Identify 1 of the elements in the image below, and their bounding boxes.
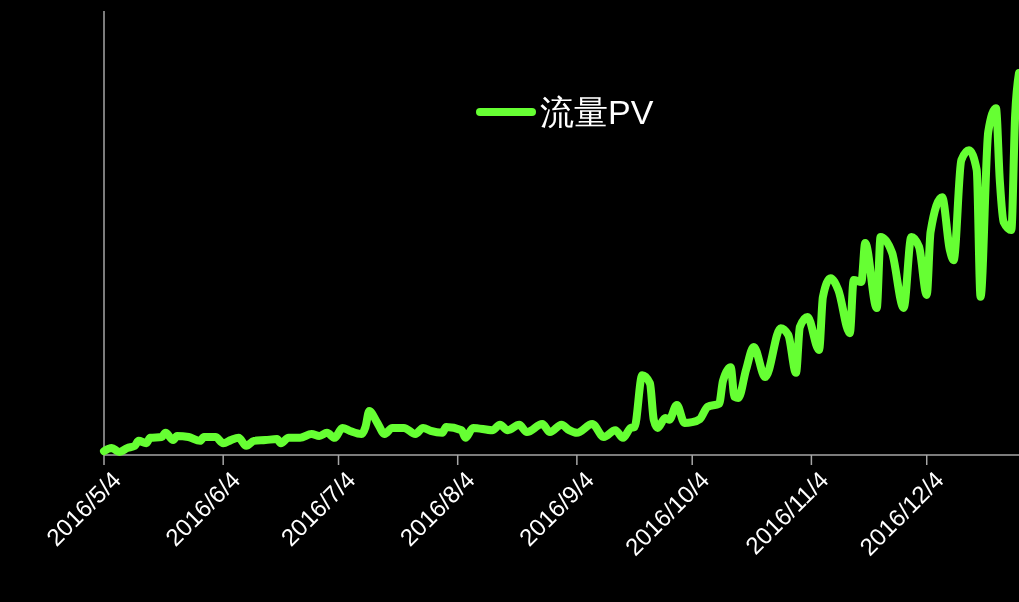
legend-label: 流量PV (540, 93, 654, 131)
